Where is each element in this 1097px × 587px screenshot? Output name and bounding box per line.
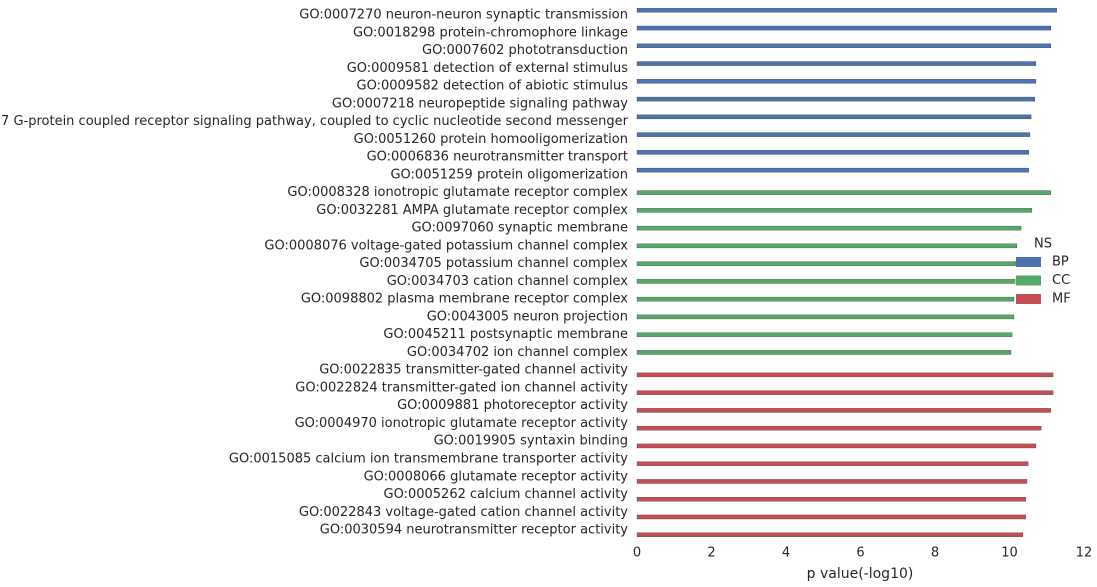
y-tick-label: GO:0008066 glutamate receptor activity — [364, 469, 629, 484]
bar — [636, 497, 1027, 502]
bar — [636, 243, 1018, 249]
bar — [636, 8, 1057, 13]
x-tick-label: 0 — [633, 546, 641, 561]
legend-label: CC — [1052, 273, 1070, 288]
legend-label: MF — [1052, 292, 1071, 307]
x-axis-label: p value(-log10) — [807, 566, 914, 582]
y-tick-label: GO:0009582 detection of abiotic stimulus — [357, 79, 629, 94]
y-tick-label: GO:0004970 ionotropic glutamate receptor… — [295, 416, 629, 431]
legend-swatch — [1016, 275, 1041, 286]
bar — [636, 132, 1031, 137]
bar — [636, 61, 1037, 66]
y-tick-label: GO:0009581 detection of external stimulu… — [347, 61, 629, 76]
bar — [636, 443, 1037, 449]
y-tick-label: GO:0015085 calcium ion transmembrane tra… — [229, 452, 628, 467]
bar — [636, 43, 1051, 49]
bar — [636, 261, 1016, 266]
bar — [636, 461, 1029, 466]
bar — [636, 425, 1042, 431]
x-tick-label: 2 — [707, 546, 715, 561]
bar — [636, 532, 1024, 537]
y-tick-label: GO:0007602 phototransduction — [422, 43, 628, 58]
y-tick-label: GO:0009881 photoreceptor activity — [397, 398, 628, 413]
y-tick-label: GO:0034703 cation channel complex — [387, 274, 629, 289]
x-tick-label: 8 — [931, 546, 939, 561]
bar — [636, 225, 1022, 231]
bar — [636, 279, 1016, 284]
legend-swatch — [1016, 294, 1041, 304]
bar — [636, 479, 1028, 484]
y-tick-label: GO:0008328 ionotropic glutamate receptor… — [287, 185, 628, 200]
bar — [636, 332, 1013, 337]
y-tick-label: GO:0098802 plasma membrane receptor comp… — [301, 292, 628, 307]
bar — [636, 208, 1033, 213]
y-tick-label: GO:0022835 transmitter-gated channel act… — [319, 363, 628, 378]
y-tick-label: GO:0019905 syntaxin binding — [434, 434, 628, 449]
y-tick-label: GO:0007187 G-protein coupled receptor si… — [0, 114, 629, 129]
bar — [636, 408, 1051, 413]
bar — [636, 372, 1054, 378]
bar — [636, 314, 1015, 320]
bar — [636, 25, 1051, 31]
bar — [636, 167, 1030, 173]
x-tick-label: 6 — [856, 546, 864, 561]
y-tick-label: GO:0007218 neuropeptide signaling pathwa… — [332, 96, 628, 111]
bar — [636, 190, 1051, 195]
y-tick-label: GO:0051260 protein homooligomerization — [354, 132, 628, 147]
bar — [636, 350, 1012, 355]
bar — [636, 296, 1015, 302]
x-tick-label: 4 — [782, 546, 790, 561]
y-tick-label: GO:0051259 protein oligomerization — [390, 167, 628, 182]
y-tick-label: GO:0022824 transmitter-gated ion channel… — [295, 380, 628, 395]
bar — [636, 79, 1037, 84]
bar — [636, 114, 1032, 120]
legend-title: NS — [1034, 237, 1052, 252]
y-tick-label: GO:0043005 neuron projection — [427, 309, 628, 324]
y-tick-label: GO:0005262 calcium channel activity — [384, 487, 629, 502]
y-tick-label: GO:0032281 AMPA glutamate receptor compl… — [316, 203, 628, 218]
legend-label: BP — [1052, 255, 1069, 270]
y-tick-label: GO:0045211 postsynaptic membrane — [383, 327, 628, 342]
y-tick-label: GO:0034705 potassium channel complex — [359, 256, 628, 271]
bar — [636, 150, 1030, 155]
y-tick-label: GO:0006836 neurotransmitter transport — [367, 150, 628, 165]
y-tick-label: GO:0097060 synaptic membrane — [411, 221, 628, 236]
bar — [636, 514, 1027, 520]
y-tick-label: GO:0008076 voltage-gated potassium chann… — [264, 238, 628, 253]
legend-swatch — [1016, 257, 1041, 267]
x-tick-label: 10 — [1001, 546, 1018, 561]
bar — [636, 96, 1035, 102]
y-tick-label: GO:0030594 neurotransmitter receptor act… — [320, 523, 629, 538]
y-tick-label: GO:0034702 ion channel complex — [407, 345, 628, 360]
x-tick-label: 12 — [1076, 546, 1093, 561]
y-tick-label: GO:0018298 protein-chromophore linkage — [353, 25, 628, 40]
bar — [636, 390, 1054, 395]
y-tick-label: GO:0022843 voltage-gated cation channel … — [299, 505, 628, 520]
y-tick-label: GO:0007270 neuron-neuron synaptic transm… — [299, 8, 628, 23]
